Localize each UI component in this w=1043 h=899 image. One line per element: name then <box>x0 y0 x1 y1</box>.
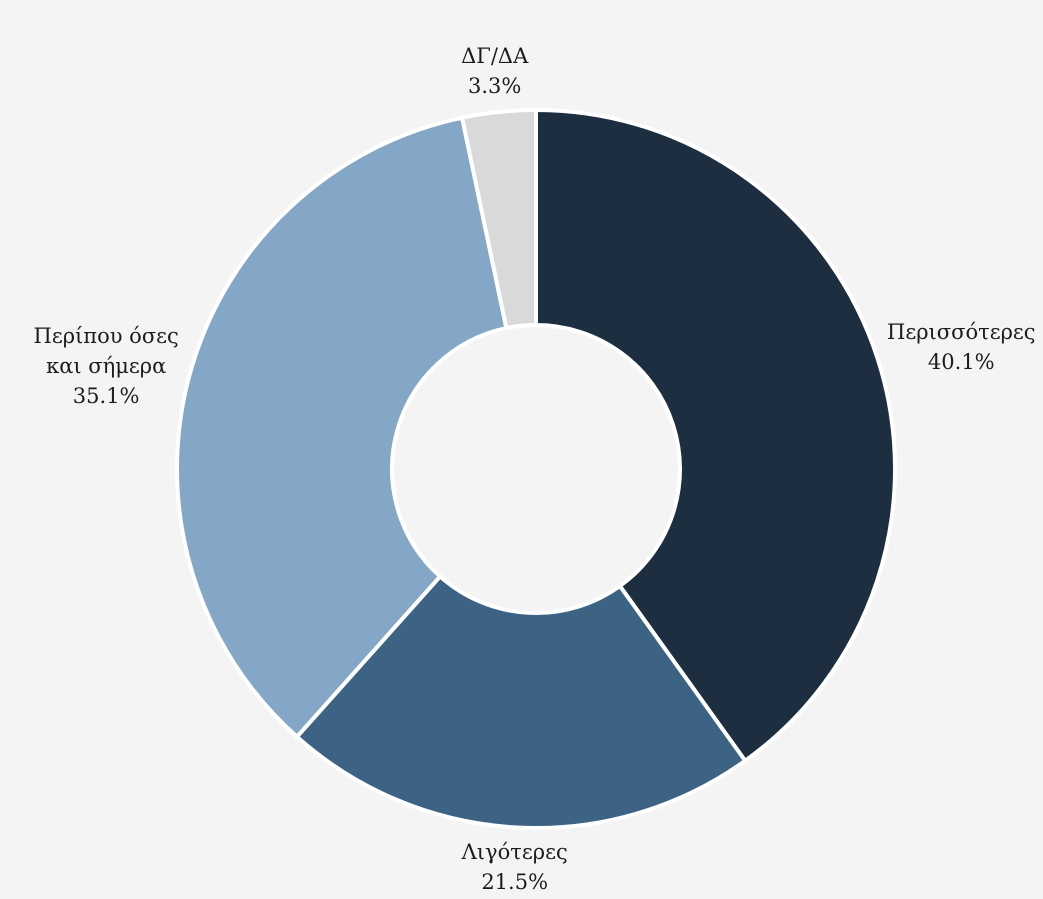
value-label: 3.3% <box>467 74 522 99</box>
value-label: 35.1% <box>72 383 140 408</box>
category-label: Περισσότερες <box>887 319 1036 344</box>
value-label: 40.1% <box>927 349 995 374</box>
slice-label: Περισσότερες 40.1% <box>887 317 1036 377</box>
slice-label: ΔΓ/ΔΑ 3.3% <box>461 41 528 101</box>
donut-slice <box>534 108 897 763</box>
category-label: Περίπου όσες και σήμερα <box>33 323 179 378</box>
value-label: 21.5% <box>481 870 549 894</box>
donut-slice <box>460 108 538 331</box>
donut-slice <box>175 115 509 739</box>
slice-label: Λιγότερες 21.5% <box>462 837 568 897</box>
category-label: Λιγότερες <box>461 840 568 864</box>
category-label: ΔΓ/ΔΑ <box>461 44 529 69</box>
donut-slice <box>294 574 748 830</box>
slice-label: Περίπου όσες και σήμερα 35.1% <box>34 321 179 411</box>
